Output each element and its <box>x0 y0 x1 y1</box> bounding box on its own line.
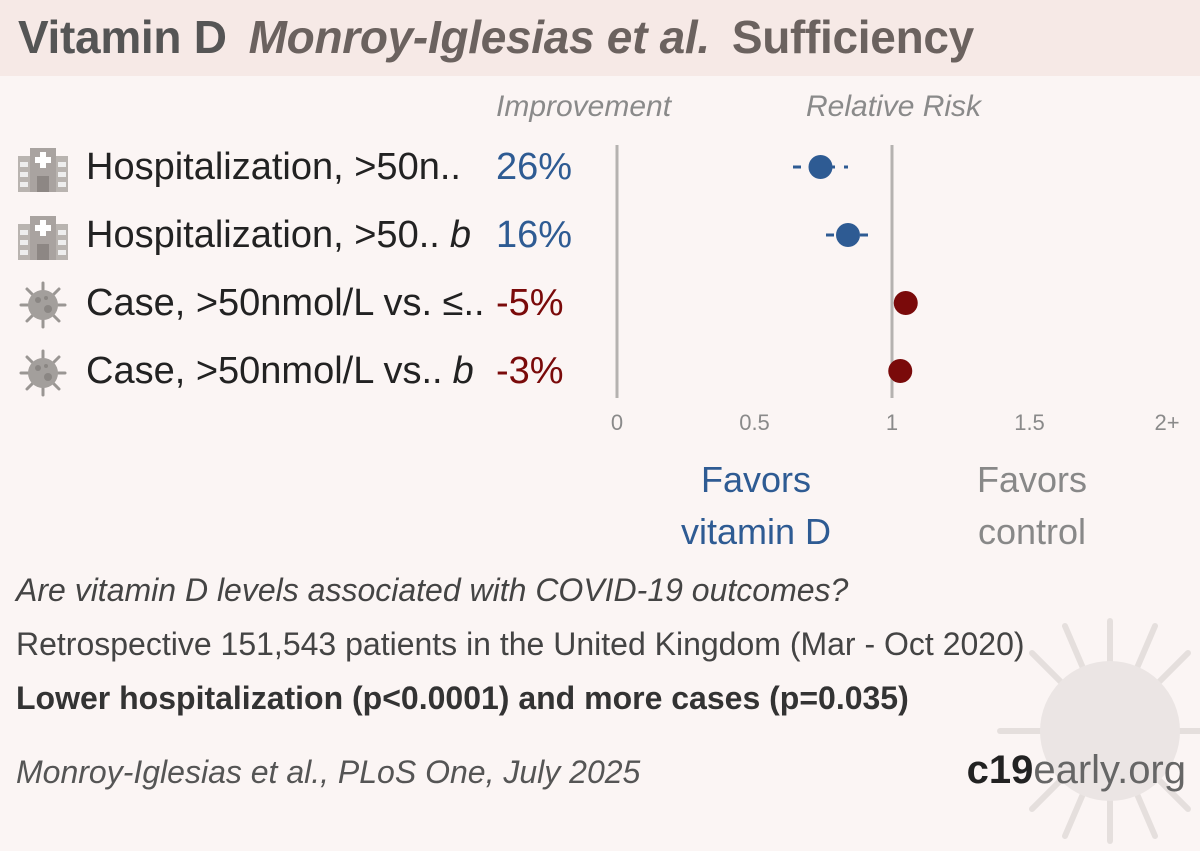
x-tick-label: 2+ <box>1154 410 1179 435</box>
page-title: Vitamin D Monroy-Iglesias et al. Sufficien… <box>18 10 974 64</box>
study-question: Are vitamin D levels associated with COV… <box>16 572 849 608</box>
study-detail: Retrospective 151,543 patients in the Un… <box>16 626 1025 662</box>
forest-plot: 0 0.5 1 1.5 2+ <box>611 145 1180 435</box>
x-tick-label: 0 <box>611 410 623 435</box>
outcome-label: Hospitalization, >50.. b <box>86 214 471 256</box>
outcome-row: Case, >50nmol/L vs. ≤.. -5% <box>0 274 620 334</box>
effect-point <box>893 291 918 315</box>
outcome-label: Case, >50nmol/L vs.. b <box>86 350 474 392</box>
title-study: Monroy-Iglesias et al. <box>248 11 711 63</box>
outcome-row: Hospitalization, >50n.. 26% <box>0 138 620 198</box>
virus-icon <box>19 349 67 397</box>
outcome-row: Hospitalization, >50.. b 16% <box>0 206 620 266</box>
title-subject: Vitamin D <box>18 11 227 63</box>
virus-watermark-icon <box>997 618 1200 844</box>
brand-link[interactable]: c19early.org <box>966 748 1186 792</box>
improvement-value: 26% <box>496 146 573 188</box>
hospital-icon <box>18 148 68 192</box>
improvement-value: 16% <box>496 214 573 256</box>
outcome-label: Case, >50nmol/L vs. ≤.. <box>86 282 485 324</box>
study-result: Lower hospitalization (p<0.0001) and mor… <box>16 680 909 716</box>
effect-point <box>888 359 913 383</box>
citation: Monroy-Iglesias et al., PLoS One, July 2… <box>16 754 641 790</box>
improvement-value: -5% <box>496 282 564 324</box>
virus-icon <box>19 281 67 329</box>
improvement-value: -3% <box>496 350 564 392</box>
column-header-improvement: Improvement <box>496 90 672 123</box>
favors-treatment-label: Favors vitamin D <box>680 459 832 552</box>
outcome-row: Case, >50nmol/L vs.. b -3% <box>0 342 620 402</box>
favors-control-label: Favors control <box>976 459 1088 552</box>
effect-point <box>808 155 833 179</box>
x-tick-label: 0.5 <box>739 410 770 435</box>
title-comparison: Sufficiency <box>731 11 974 63</box>
column-header-relative-risk: Relative Risk <box>806 90 982 123</box>
outcome-label: Hospitalization, >50n.. <box>86 146 461 188</box>
title-banner <box>0 0 1200 76</box>
effect-point <box>836 223 860 247</box>
hospital-icon <box>18 216 68 260</box>
x-tick-label: 1.5 <box>1014 410 1045 435</box>
x-tick-label: 1 <box>886 410 898 435</box>
